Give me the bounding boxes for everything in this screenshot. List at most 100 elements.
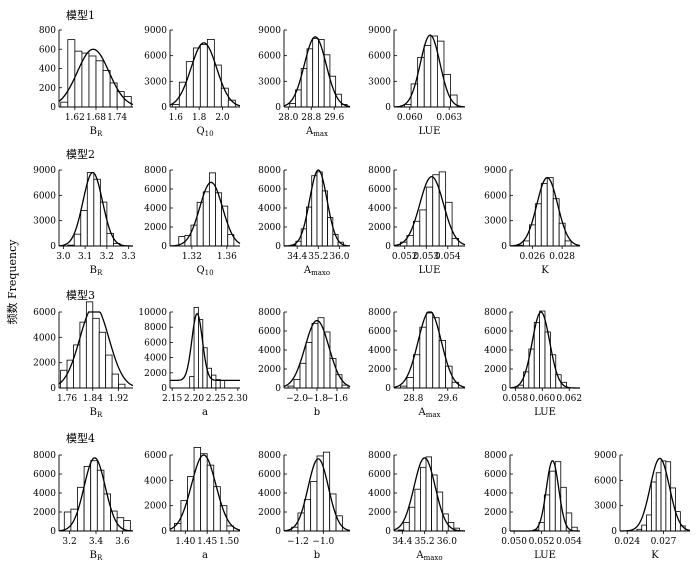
fitted-normal-curve [58, 171, 133, 247]
x-tick-label: 1.62 [65, 113, 85, 123]
histogram-bar [219, 379, 226, 389]
histogram-bar [67, 39, 76, 108]
y-tick-label: 0 [161, 242, 167, 252]
y-tick-label: 9000 [594, 451, 617, 461]
x-tick-label: 35.2 [308, 252, 328, 262]
histogram-bar [73, 233, 82, 247]
y-tick-label: 6000 [33, 470, 56, 480]
x-tick-label: −1.0 [312, 537, 334, 547]
x-tick-label: 0.024 [614, 537, 640, 547]
x-axis-label: BR [90, 265, 103, 277]
histogram-bar [173, 523, 182, 532]
y-tick-label: 8000 [368, 308, 391, 318]
histogram-bar [202, 191, 210, 247]
y-tick-label: 0 [385, 384, 391, 394]
histogram-bar [660, 460, 667, 532]
x-tick-label: 3.2 [100, 252, 114, 262]
y-tick-label: 0 [275, 103, 281, 113]
model-label: 模型4 [66, 431, 95, 445]
x-tick-label: 0.063 [436, 113, 462, 123]
y-tick-label: 4000 [144, 204, 167, 214]
fitted-normal-curve [169, 181, 241, 247]
x-tick-label: 1.32 [182, 252, 202, 262]
y-tick-label: 6000 [368, 327, 391, 337]
histogram-bar [73, 344, 81, 389]
x-tick-label: 1.45 [197, 537, 217, 547]
y-tick-label: 4000 [258, 489, 281, 499]
y-tick-label: 4000 [484, 346, 507, 356]
histogram-bar [196, 201, 204, 247]
y-tick-label: 3000 [258, 77, 281, 87]
y-tick-label: 6000 [144, 185, 167, 195]
y-tick-label: 9000 [258, 26, 281, 36]
x-tick-label: 28.8 [403, 394, 423, 404]
x-tick-label: 1.36 [217, 252, 237, 262]
x-tick-label: 1.76 [57, 394, 77, 404]
histogram-panel: 0 3000 6000 9000 0.060 0.063 LUE [368, 26, 466, 137]
x-tick-label: 34.4 [287, 252, 307, 262]
y-tick-label: 6000 [484, 327, 507, 337]
histogram-bar [445, 201, 453, 247]
histogram-bar [189, 376, 195, 389]
y-tick-label: 8000 [144, 323, 167, 333]
x-tick-label: 36.0 [329, 252, 349, 262]
y-tick-label: 6000 [594, 476, 617, 486]
histogram-bar [419, 209, 427, 247]
fitted-normal-curve [169, 454, 241, 531]
x-axis-label: Q10 [196, 126, 213, 138]
fitted-normal-curve [58, 311, 134, 387]
histogram-bar [90, 460, 98, 532]
x-tick-label: 34.4 [392, 537, 412, 547]
y-tick-label: 0 [275, 242, 281, 252]
y-axis-label: 频数 Frequency [5, 239, 19, 325]
histogram-bar [306, 48, 314, 108]
y-tick-label: 4000 [368, 489, 391, 499]
histogram-panel: 0 2000 4000 6000 8000 10000 2.15 2.20 2.25 2.30 a [138, 307, 248, 418]
x-axis-label: K [651, 550, 659, 561]
histogram-panel: 0 2000 4000 6000 8000 1.32 1.36 Q10 [144, 166, 241, 277]
y-tick-label: 2000 [368, 365, 391, 375]
y-tick-label: 6000 [368, 185, 391, 195]
x-tick-label: 29.6 [324, 113, 344, 123]
x-tick-label: 1.40 [175, 537, 195, 547]
x-tick-label: 0.053 [413, 252, 439, 262]
y-tick-label: 0 [385, 103, 391, 113]
x-tick-label: 1.68 [86, 113, 106, 123]
x-axis-label: Amaxo [415, 550, 442, 562]
y-tick-label: 6000 [33, 308, 56, 318]
fitted-normal-curve [393, 34, 466, 108]
histogram-bar [60, 101, 69, 108]
y-tick-label: 6000 [258, 470, 281, 480]
fitted-normal-curve [509, 176, 581, 247]
histogram-bar [523, 240, 530, 247]
y-tick-label: 4000 [144, 476, 167, 486]
x-tick-label: 28.8 [301, 113, 321, 123]
x-tick-label: 3.2 [62, 537, 76, 547]
y-tick-label: 200 [39, 84, 56, 94]
y-tick-label: 6000 [368, 52, 391, 62]
histogram-bar [419, 326, 427, 389]
fitted-normal-curve [58, 48, 134, 106]
y-tick-label: 4000 [484, 489, 507, 499]
model-label: 模型2 [66, 147, 95, 161]
y-tick-label: 0 [161, 527, 167, 537]
histogram-bar [316, 455, 324, 532]
y-tick-label: 2000 [484, 365, 507, 375]
histogram-panel: 0 2000 4000 6000 8000 28.8 29.6 Amax [368, 308, 466, 419]
x-tick-label: 2.30 [228, 394, 248, 404]
y-tick-label: 2000 [258, 365, 281, 375]
y-tick-label: 6000 [258, 185, 281, 195]
y-tick-label: 10000 [138, 308, 167, 318]
y-tick-label: 2000 [368, 508, 391, 518]
x-tick-label: 2.0 [215, 113, 230, 123]
histogram-bar [549, 470, 556, 532]
y-tick-label: 0 [161, 384, 167, 394]
y-tick-label: 8000 [144, 166, 167, 176]
fitted-normal-curve [283, 458, 351, 532]
fitted-normal-curve [283, 36, 351, 108]
x-tick-label: 3.4 [89, 537, 104, 547]
x-tick-label: −1.8 [306, 394, 328, 404]
